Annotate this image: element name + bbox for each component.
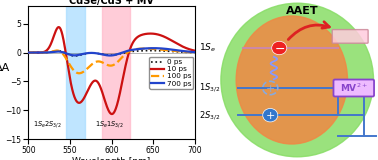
Line: 100 ps: 100 ps xyxy=(28,49,195,73)
Circle shape xyxy=(263,108,278,122)
10 ps xyxy=(56,27,60,28)
700 ps xyxy=(108,55,112,56)
100 ps xyxy=(152,48,156,50)
0 ps xyxy=(152,50,156,52)
0 ps xyxy=(73,55,77,57)
Line: 700 ps: 700 ps xyxy=(28,48,195,56)
10 ps xyxy=(69,85,74,87)
100 ps xyxy=(26,52,31,54)
FancyBboxPatch shape xyxy=(333,80,374,96)
0 ps xyxy=(56,50,60,52)
Legend: 0 ps, 10 ps, 100 ps, 700 ps: 0 ps, 10 ps, 100 ps, 700 ps xyxy=(149,57,193,89)
700 ps xyxy=(138,48,142,50)
10 ps xyxy=(125,59,129,61)
0 ps xyxy=(192,52,197,53)
10 ps xyxy=(138,35,142,36)
Text: $1S_e1S_{3/2}$: $1S_e1S_{3/2}$ xyxy=(94,120,123,130)
100 ps xyxy=(69,66,73,68)
Line: 0 ps: 0 ps xyxy=(28,51,195,56)
100 ps xyxy=(77,72,81,74)
10 ps xyxy=(110,113,114,115)
100 ps xyxy=(124,52,129,54)
0 ps xyxy=(26,52,31,54)
Text: $-$: $-$ xyxy=(274,41,285,55)
Text: $2S_{3/2}$: $2S_{3/2}$ xyxy=(199,109,221,122)
700 ps xyxy=(124,50,129,52)
Text: MV$^{2+}$: MV$^{2+}$ xyxy=(340,82,368,94)
Text: $1S_{3/2}$: $1S_{3/2}$ xyxy=(199,82,221,94)
700 ps xyxy=(26,52,31,54)
0 ps xyxy=(138,50,142,52)
10 ps xyxy=(56,26,61,28)
700 ps xyxy=(192,51,197,53)
700 ps xyxy=(56,51,60,52)
10 ps xyxy=(102,96,106,98)
100 ps xyxy=(138,48,142,50)
100 ps xyxy=(142,48,147,50)
100 ps xyxy=(56,50,60,52)
Text: AAET: AAET xyxy=(286,6,319,16)
Text: $1S_e2S_{3/2}$: $1S_e2S_{3/2}$ xyxy=(33,120,62,130)
0 ps xyxy=(149,50,153,52)
Text: $+$: $+$ xyxy=(265,110,275,121)
0 ps xyxy=(102,54,106,56)
Y-axis label: ΔA: ΔA xyxy=(0,63,10,73)
Text: $1S_e$: $1S_e$ xyxy=(199,42,217,54)
Text: $+$: $+$ xyxy=(265,83,275,93)
700 ps xyxy=(152,47,156,49)
Title: CdSe/CdS + MV: CdSe/CdS + MV xyxy=(69,0,154,6)
700 ps xyxy=(69,54,73,56)
700 ps xyxy=(101,54,106,56)
Line: 10 ps: 10 ps xyxy=(28,27,195,114)
100 ps xyxy=(192,51,197,53)
Ellipse shape xyxy=(221,3,373,157)
FancyBboxPatch shape xyxy=(332,30,368,43)
Circle shape xyxy=(272,41,287,55)
Ellipse shape xyxy=(236,16,347,144)
0 ps xyxy=(69,54,73,56)
Bar xyxy=(66,6,85,139)
X-axis label: Wavelength [nm]: Wavelength [nm] xyxy=(72,156,151,160)
Bar xyxy=(102,6,130,139)
100 ps xyxy=(102,62,106,64)
0 ps xyxy=(124,51,129,53)
FancyArrowPatch shape xyxy=(288,22,329,40)
10 ps xyxy=(192,50,197,52)
700 ps xyxy=(151,47,156,49)
10 ps xyxy=(26,52,31,54)
10 ps xyxy=(152,33,156,35)
